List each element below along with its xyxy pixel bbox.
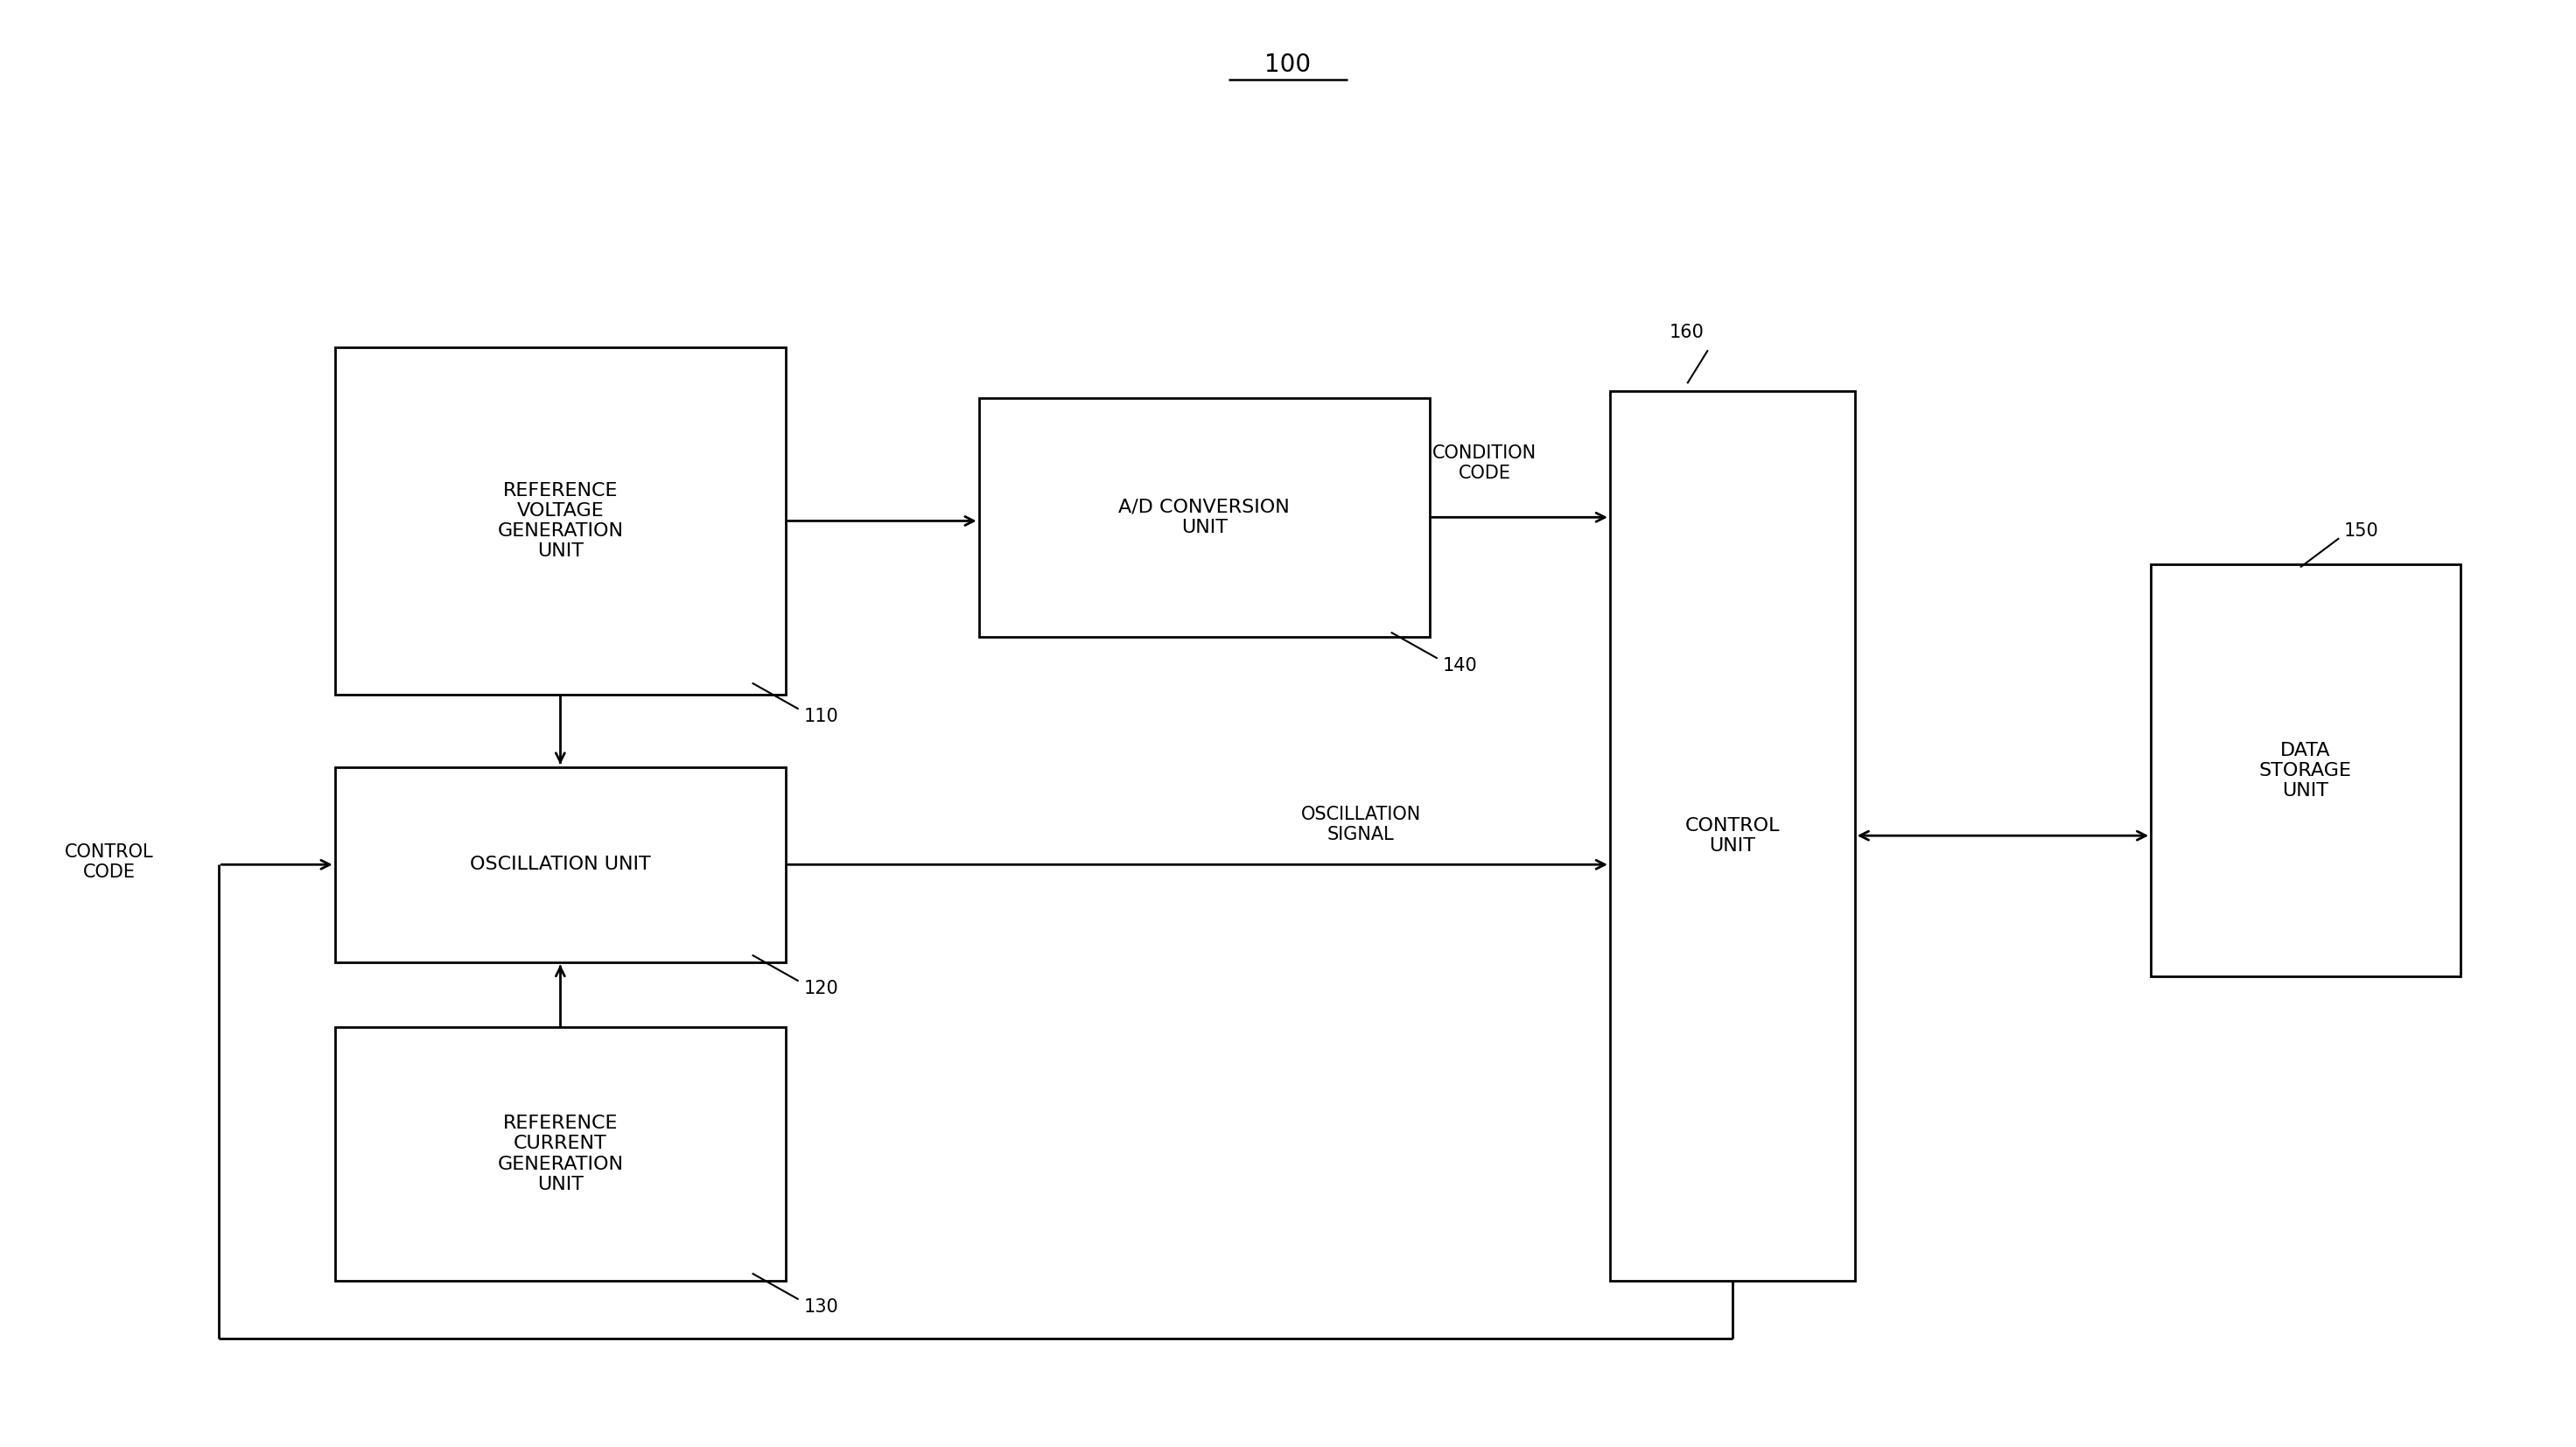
Text: OSCILLATION UNIT: OSCILLATION UNIT xyxy=(469,855,652,874)
Bar xyxy=(1610,391,1855,1281)
Text: CONTROL
UNIT: CONTROL UNIT xyxy=(1685,816,1780,855)
Bar xyxy=(2151,564,2460,977)
Text: 110: 110 xyxy=(804,708,840,725)
Text: A/D CONVERSION
UNIT: A/D CONVERSION UNIT xyxy=(1118,498,1291,537)
Text: 100: 100 xyxy=(1265,54,1311,77)
Text: OSCILLATION
SIGNAL: OSCILLATION SIGNAL xyxy=(1301,806,1422,844)
Bar xyxy=(335,1027,786,1281)
Text: 140: 140 xyxy=(1443,657,1479,674)
Text: REFERENCE
VOLTAGE
GENERATION
UNIT: REFERENCE VOLTAGE GENERATION UNIT xyxy=(497,482,623,560)
Bar xyxy=(335,767,786,962)
Text: 130: 130 xyxy=(804,1298,840,1315)
Text: CONTROL
CODE: CONTROL CODE xyxy=(64,844,155,881)
Bar xyxy=(979,398,1430,637)
Text: DATA
STORAGE
UNIT: DATA STORAGE UNIT xyxy=(2259,741,2352,800)
Text: REFERENCE
CURRENT
GENERATION
UNIT: REFERENCE CURRENT GENERATION UNIT xyxy=(497,1114,623,1194)
Text: 120: 120 xyxy=(804,980,840,997)
Text: CONDITION
CODE: CONDITION CODE xyxy=(1432,444,1535,482)
Text: 160: 160 xyxy=(1669,324,1705,341)
Bar xyxy=(335,347,786,695)
Text: 150: 150 xyxy=(2344,522,2380,540)
